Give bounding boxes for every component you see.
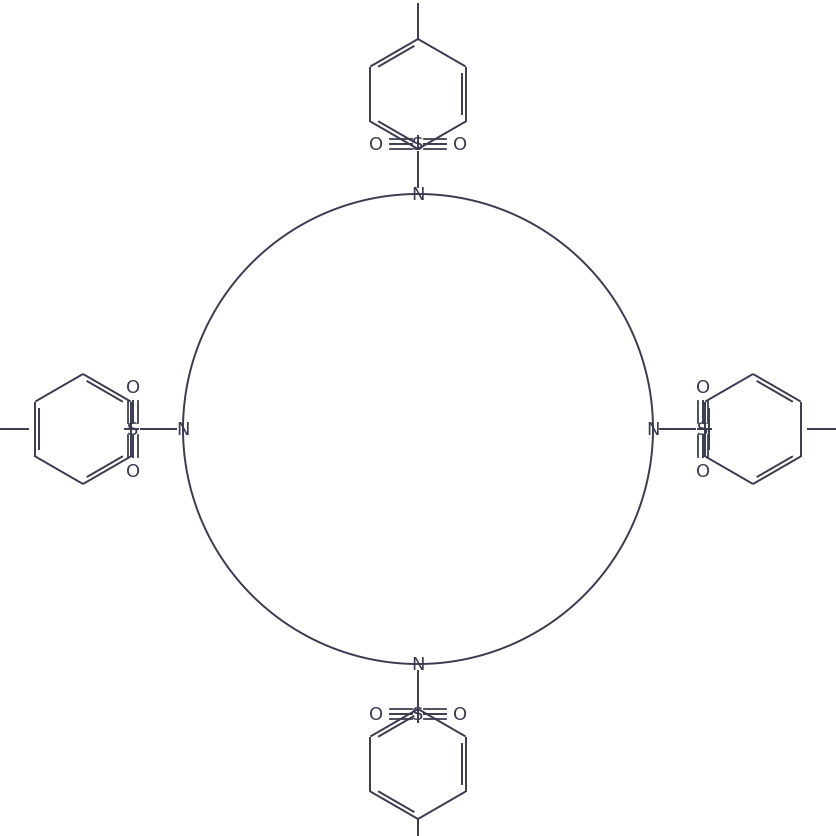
Text: S: S <box>696 421 708 438</box>
Text: N: N <box>645 421 659 438</box>
Text: O: O <box>369 705 383 723</box>
Text: S: S <box>412 705 423 723</box>
Text: O: O <box>695 379 709 396</box>
Text: O: O <box>125 462 140 481</box>
Text: S: S <box>412 135 423 154</box>
Text: N: N <box>176 421 190 438</box>
Text: O: O <box>452 705 466 723</box>
Text: O: O <box>125 379 140 396</box>
Text: O: O <box>369 135 383 154</box>
Text: N: N <box>410 655 424 673</box>
Text: O: O <box>452 135 466 154</box>
Text: S: S <box>127 421 139 438</box>
Text: N: N <box>410 186 424 204</box>
Text: O: O <box>695 462 709 481</box>
